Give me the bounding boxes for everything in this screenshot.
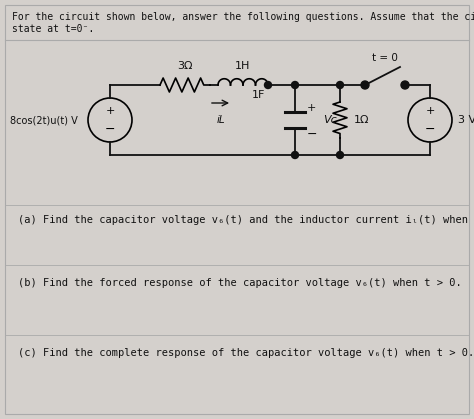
- Text: (c) Find the complete response of the capacitor voltage v₆(t) when t > 0.: (c) Find the complete response of the ca…: [18, 348, 474, 358]
- Circle shape: [337, 152, 344, 158]
- Text: 3Ω: 3Ω: [177, 61, 193, 71]
- Circle shape: [401, 81, 409, 89]
- Text: Vc: Vc: [323, 115, 337, 125]
- Text: 1H: 1H: [235, 61, 251, 71]
- Text: +: +: [425, 106, 435, 116]
- Text: 1Ω: 1Ω: [354, 115, 370, 125]
- Text: −: −: [307, 127, 318, 140]
- Circle shape: [337, 82, 344, 88]
- Text: −: −: [105, 124, 115, 137]
- Text: 1F: 1F: [252, 90, 265, 100]
- Text: +: +: [307, 103, 316, 113]
- Circle shape: [361, 81, 369, 89]
- Text: iL: iL: [217, 115, 225, 125]
- Text: (a) Find the capacitor voltage v₆(t) and the inductor current iₗ(t) when t= 0⁻.: (a) Find the capacitor voltage v₆(t) and…: [18, 215, 474, 225]
- Text: For the circuit shown below, answer the following questions. Assume that the cir: For the circuit shown below, answer the …: [12, 12, 474, 22]
- Text: 8cos(2t)u(t) V: 8cos(2t)u(t) V: [10, 115, 78, 125]
- Circle shape: [292, 152, 299, 158]
- Text: 3 V: 3 V: [458, 115, 474, 125]
- Text: state at t=0⁻.: state at t=0⁻.: [12, 24, 94, 34]
- Text: +: +: [105, 106, 115, 116]
- Circle shape: [264, 82, 272, 88]
- Text: t = 0: t = 0: [372, 53, 398, 63]
- Circle shape: [292, 82, 299, 88]
- Text: −: −: [425, 124, 435, 137]
- Text: (b) Find the forced response of the capacitor voltage v₆(t) when t > 0.: (b) Find the forced response of the capa…: [18, 278, 462, 288]
